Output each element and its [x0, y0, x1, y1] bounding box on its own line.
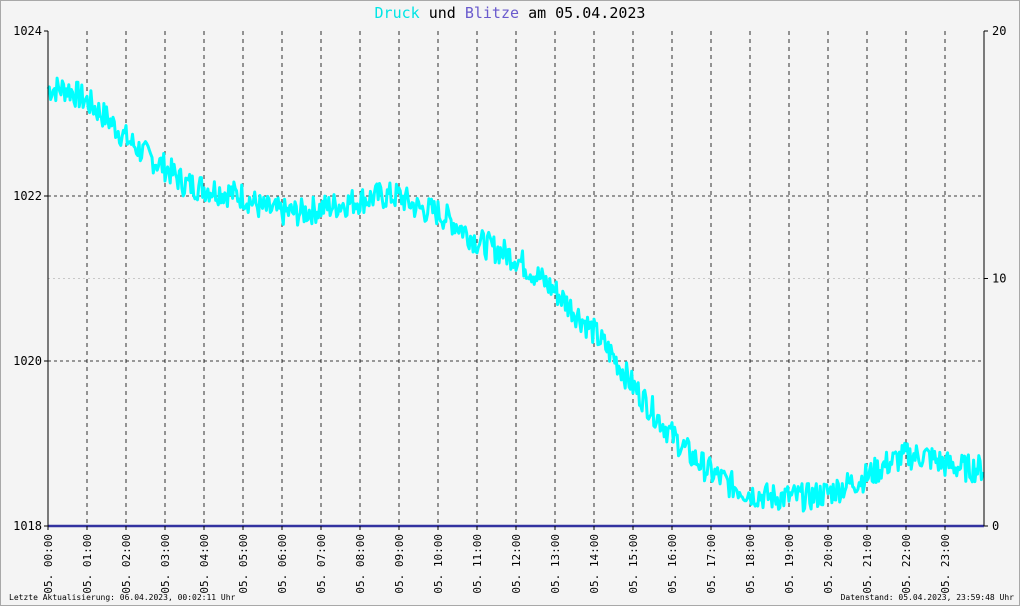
x-tick-label: 05. 19:00 [783, 534, 796, 594]
y-left-tick-label: 1022 [13, 189, 42, 203]
x-tick-label: 05. 22:00 [900, 534, 913, 594]
y-left-tick-label: 1024 [13, 24, 42, 38]
y-left-tick-label: 1018 [13, 519, 42, 533]
x-tick-label: 05. 15:00 [627, 534, 640, 594]
x-tick-label: 05. 00:00 [42, 534, 55, 594]
grid [48, 31, 985, 526]
x-tick-label: 05. 04:00 [198, 534, 211, 594]
x-tick-label: 05. 14:00 [588, 534, 601, 594]
axes: 1024 1022 1020 1018 20 10 0 05. 00:00 05. 01:00 0… [13, 24, 1006, 594]
title-series2: Blitze [464, 4, 520, 22]
x-tick-label: 05. 16:00 [666, 534, 679, 594]
x-tick-label: 05. 05:00 [237, 534, 250, 594]
x-tick-label: 05. 10:00 [432, 534, 445, 594]
chart-title: Druck und Blitze am 05.04.2023 [0, 4, 1020, 22]
title-date-prefix: am [528, 4, 547, 22]
data-status-text: Datenstand: 05.04.2023, 23:59:48 Uhr [840, 593, 1014, 602]
x-tick-label: 05. 23:00 [939, 534, 952, 594]
x-tick-label: 05. 11:00 [471, 534, 484, 594]
x-tick-label: 05. 06:00 [276, 534, 289, 594]
y-right-tick-label: 0 [992, 519, 999, 533]
x-tick-label: 05. 01:00 [81, 534, 94, 594]
title-connector: und [428, 4, 456, 22]
y-right-tick-label: 10 [992, 272, 1006, 286]
x-tick-label: 05. 08:00 [354, 534, 367, 594]
x-tick-label: 05. 20:00 [822, 534, 835, 594]
x-tick-label: 05. 03:00 [159, 534, 172, 594]
x-tick-label: 05. 12:00 [510, 534, 523, 594]
x-tick-label: 05. 09:00 [393, 534, 406, 594]
x-tick-label: 05. 02:00 [120, 534, 133, 594]
pressure-series-line [46, 76, 985, 513]
x-tick-label: 05. 07:00 [315, 534, 328, 594]
x-tick-label: 05. 13:00 [549, 534, 562, 594]
x-tick-label: 05. 18:00 [744, 534, 757, 594]
x-tick-label: 05. 21:00 [861, 534, 874, 594]
x-tick-label: 05. 17:00 [705, 534, 718, 594]
y-left-tick-label: 1020 [13, 354, 42, 368]
last-update-text: Letzte Aktualisierung: 06.04.2023, 00:02… [9, 593, 236, 602]
y-right-tick-label: 20 [992, 24, 1006, 38]
title-series1: Druck [374, 4, 420, 22]
title-date: 05.04.2023 [555, 4, 646, 22]
